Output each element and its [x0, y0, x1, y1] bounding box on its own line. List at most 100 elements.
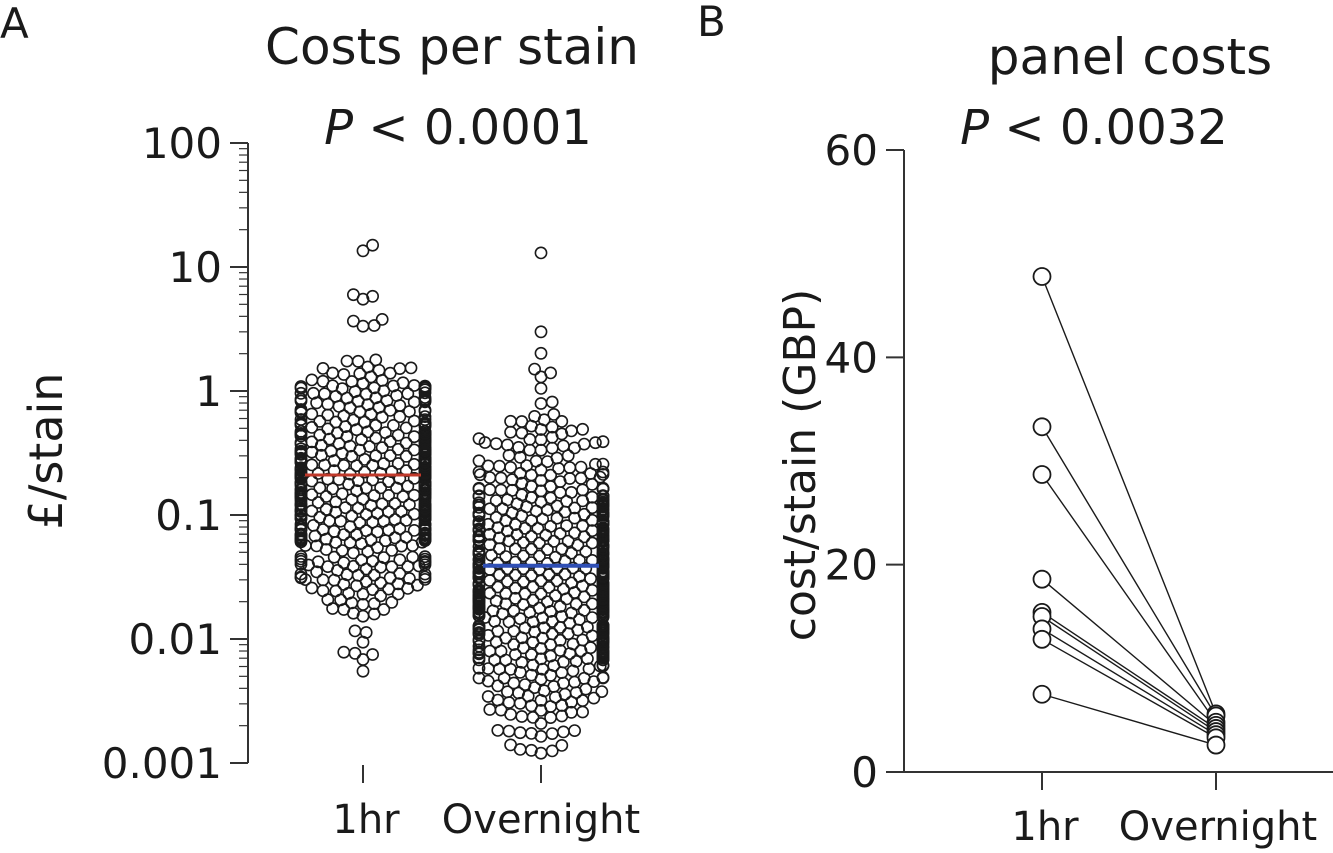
panel-a-point-overnight [525, 727, 538, 740]
panel-a-point-overnight [573, 570, 586, 583]
panel-a-point-overnight [555, 414, 569, 428]
panel-a-point-overnight [504, 738, 517, 752]
panel-a-point-1hr [394, 505, 408, 518]
panel-a-point-overnight [557, 582, 570, 596]
panel-a-point-overnight [534, 346, 548, 360]
panel-a-ytick-label: 0.1 [155, 491, 222, 540]
panel-a-point-overnight [587, 691, 601, 705]
panel-a-point-1hr [354, 553, 368, 567]
panel-a-point-overnight [472, 432, 486, 446]
panel-a-point-overnight [584, 641, 597, 655]
panel-a-point-1hr [324, 444, 338, 458]
panel-a-point-overnight [504, 414, 517, 428]
panel-a-point-overnight [504, 460, 517, 474]
panel-a-point-1hr [361, 360, 375, 374]
panel-a-point-1hr [348, 624, 362, 638]
panel-a-point-overnight [576, 705, 589, 719]
panel-a-point-overnight [549, 550, 562, 564]
panel-a-point-1hr [346, 546, 360, 560]
panel-a-point-overnight [528, 409, 541, 423]
panel-a-point-overnight [569, 655, 583, 668]
panel-a-point-overnight [481, 662, 495, 675]
panel-a-point-overnight [553, 644, 567, 657]
panel-a-point-overnight [472, 481, 486, 495]
panel-b-lines [1041, 276, 1217, 746]
panel-a-x-ticks: 1hr Overnight [332, 765, 640, 843]
panel-a-point-1hr [353, 367, 367, 381]
panel-a-point-1hr [345, 375, 359, 388]
panel-b-ytick-label: 0 [851, 748, 878, 797]
panel-a-point-1hr [316, 361, 330, 375]
panel-a-point-1hr [401, 387, 415, 401]
panel-a-point-1hr [396, 376, 410, 390]
panel-a-point-1hr [366, 583, 379, 596]
panel-b-point-1hr [1032, 267, 1052, 286]
panel-b-points [1032, 267, 1226, 755]
panel-a-point-1hr [418, 410, 432, 423]
panel-b-point-1hr [1032, 465, 1052, 484]
panel-a-point-overnight [513, 726, 527, 740]
panel-a-point-1hr [348, 646, 362, 660]
panel-a-point-overnight [585, 501, 599, 515]
panel-a-point-overnight [596, 435, 610, 449]
panel-a-point-1hr [321, 408, 335, 422]
panel-a-point-1hr [311, 555, 325, 569]
panel-a-point-overnight [509, 542, 522, 556]
panel-a-point-1hr [337, 368, 351, 381]
panel-a-point-overnight [557, 655, 570, 669]
panel-b-title: panel costs [988, 28, 1272, 86]
panel-a-point-overnight [534, 443, 548, 457]
panel-a-point-overnight [596, 457, 610, 471]
panel-a-point-overnight [557, 676, 570, 690]
panel-a-point-1hr [358, 465, 371, 479]
panel-a-point-1hr [329, 495, 343, 509]
panel-b-pair-line [1041, 693, 1217, 746]
panel-a-point-1hr [407, 379, 421, 392]
panel-a-point-1hr [340, 354, 354, 368]
panel-a-point-1hr [313, 510, 327, 524]
panel-a-point-overnight [552, 462, 565, 475]
panel-a-point-overnight [517, 549, 530, 563]
panel-a-point-1hr [346, 314, 360, 328]
panel-a-point-1hr [377, 603, 391, 616]
panel-a-point-overnight [499, 550, 513, 563]
panel-a-point-1hr [362, 440, 376, 453]
panel-b-y-ticks: 0 20 40 60 [825, 126, 904, 797]
panel-a-point-overnight [502, 724, 516, 738]
panel-b-point-1hr [1032, 569, 1052, 589]
panel-a-point-1hr [375, 497, 389, 511]
panel-a-point-overnight [502, 615, 516, 629]
panel-a-point-overnight [545, 420, 559, 434]
panel-a-point-overnight [560, 519, 573, 533]
panel-a-point-1hr [335, 544, 349, 557]
panel-a-point-1hr [366, 238, 379, 252]
panel-b-category-overnight: Overnight [1119, 804, 1317, 850]
panel-a-point-overnight [541, 543, 554, 556]
panel-b-point-1hr [1032, 417, 1052, 437]
panel-a-point-1hr [399, 436, 413, 450]
panel-a-pvalue: P < 0.0001 [324, 100, 592, 156]
panel-a-medians [305, 473, 599, 568]
panel-a-point-1hr [356, 664, 370, 678]
panel-a-point-overnight [582, 662, 596, 676]
panel-a-point-overnight [505, 483, 519, 497]
panel-a-y-ticks: 0.001 0.01 0.1 1 10 100 [102, 119, 248, 788]
panel-b-pair-line [1041, 276, 1217, 715]
panel-b-pair-line [1041, 578, 1217, 726]
panel-a-point-overnight [483, 703, 497, 716]
panel-a-point-overnight [576, 422, 589, 436]
panel-b-pair-line [1041, 426, 1217, 717]
panel-a-point-overnight [483, 586, 497, 600]
panel-a-point-overnight [596, 670, 610, 684]
panel-a-point-1hr [378, 426, 392, 439]
panel-a-point-1hr [337, 556, 351, 570]
panel-a-point-overnight [472, 496, 486, 510]
panel-a-point-overnight [585, 536, 599, 550]
panel-a-point-1hr [383, 449, 397, 462]
panel-a-point-overnight [568, 526, 581, 540]
panel-a-point-overnight [472, 619, 486, 632]
panel-a-point-1hr [305, 474, 319, 488]
panel-a-point-overnight [491, 580, 505, 594]
panel-a-point-overnight [566, 561, 580, 575]
